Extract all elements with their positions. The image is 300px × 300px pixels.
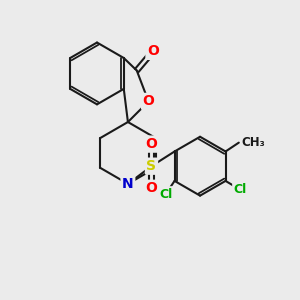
Text: O: O	[146, 181, 158, 195]
Text: Cl: Cl	[234, 183, 247, 196]
Text: O: O	[147, 44, 159, 58]
Text: S: S	[146, 159, 157, 173]
Text: N: N	[122, 177, 134, 191]
Text: CH₃: CH₃	[242, 136, 266, 149]
Text: O: O	[146, 137, 158, 151]
Text: Cl: Cl	[159, 188, 172, 201]
Text: O: O	[142, 94, 154, 108]
